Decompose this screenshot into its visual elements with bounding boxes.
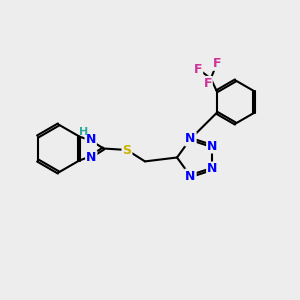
Text: N: N [86,151,97,164]
Text: N: N [207,163,217,176]
Text: S: S [122,143,131,157]
Text: N: N [185,169,196,182]
Text: F: F [194,62,203,76]
Text: F: F [212,57,221,70]
Text: N: N [85,133,96,146]
Text: F: F [203,76,212,90]
Text: H: H [79,128,88,137]
Text: N: N [185,133,196,146]
Text: N: N [207,140,217,152]
